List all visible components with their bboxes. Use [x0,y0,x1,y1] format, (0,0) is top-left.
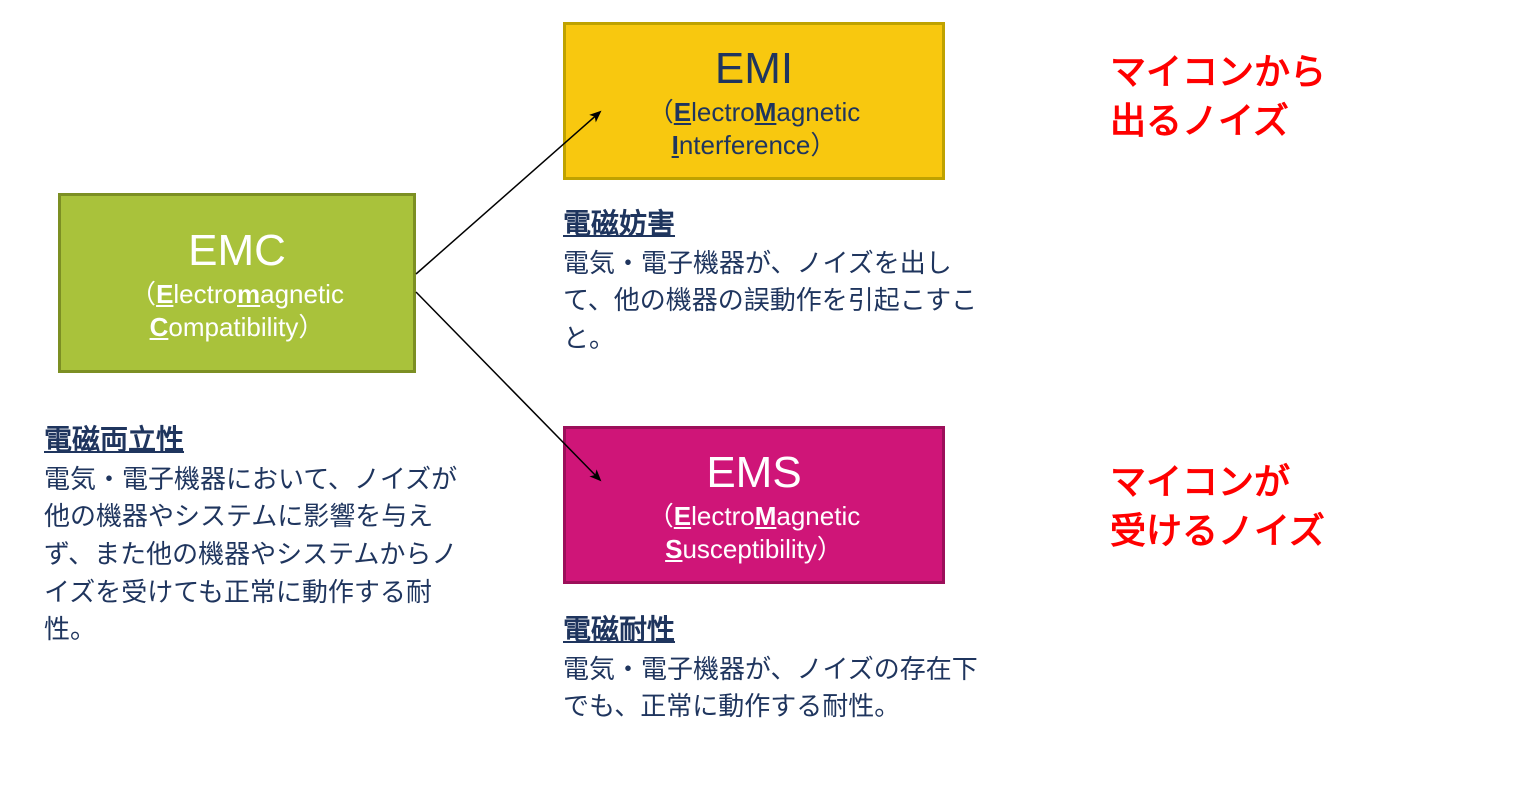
emi-note-line2: 出るノイズ [1110,97,1450,146]
emi-description: 電磁妨害 電気・電子機器が、ノイズを出して、他の機器の誤動作を引起こすこと。 [563,204,983,358]
ems-desc-title: 電磁耐性 [563,610,983,651]
emi-subtitle: （ElectroMagnetic Interference） [566,96,942,161]
ems-note-line1: マイコンが [1110,458,1450,507]
emi-note: マイコンから 出るノイズ [1110,48,1450,145]
ems-description: 電磁耐性 電気・電子機器が、ノイズの存在下でも、正常に動作する耐性。 [563,610,983,726]
emi-title: EMI [715,41,793,96]
emc-desc-title: 電磁両立性 [44,420,474,461]
emc-desc-body: 電気・電子機器において、ノイズが他の機器やシステムに影響を与えず、また他の機器や… [44,461,474,649]
ems-subtitle: （ElectroMagnetic Susceptibility） [566,500,942,565]
diagram-canvas: EMC （Electromagnetic Compatibility） EMI … [0,0,1535,806]
ems-desc-body: 電気・電子機器が、ノイズの存在下でも、正常に動作する耐性。 [563,651,983,726]
ems-note: マイコンが 受けるノイズ [1110,458,1450,555]
emc-description: 電磁両立性 電気・電子機器において、ノイズが他の機器やシステムに影響を与えず、ま… [44,420,474,649]
emi-desc-title: 電磁妨害 [563,204,983,245]
ems-box: EMS （ElectroMagnetic Susceptibility） [563,426,945,584]
emi-desc-body: 電気・電子機器が、ノイズを出して、他の機器の誤動作を引起こすこと。 [563,245,983,358]
emi-box: EMI （ElectroMagnetic Interference） [563,22,945,180]
emc-subtitle: （Electromagnetic Compatibility） [61,278,413,343]
ems-title: EMS [706,445,801,500]
emc-box: EMC （Electromagnetic Compatibility） [58,193,416,373]
emc-title: EMC [188,223,286,278]
ems-note-line2: 受けるノイズ [1110,507,1450,556]
emi-note-line1: マイコンから [1110,48,1450,97]
